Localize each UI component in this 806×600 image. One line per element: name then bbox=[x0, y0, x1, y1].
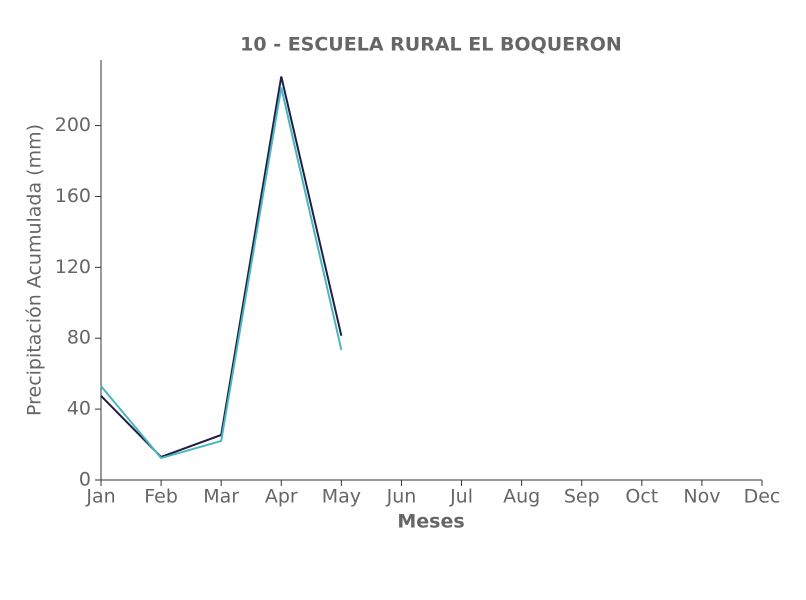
x-tick-label: Aug bbox=[503, 486, 540, 508]
y-tick-label: 80 bbox=[67, 327, 91, 349]
x-tick-label: Jan bbox=[85, 486, 115, 508]
y-tick-label: 40 bbox=[67, 398, 91, 420]
x-tick-label: Dec bbox=[744, 486, 781, 508]
y-tick-label: 160 bbox=[55, 185, 91, 207]
chart-title: 10 - ESCUELA RURAL EL BOQUERON bbox=[240, 34, 622, 56]
x-tick-label: Feb bbox=[144, 486, 178, 508]
y-tick-label: 0 bbox=[79, 469, 91, 491]
x-tick-label: Mar bbox=[203, 486, 239, 508]
x-tick-label: Jul bbox=[449, 486, 473, 508]
x-tick-label: Nov bbox=[683, 486, 720, 508]
x-tick-label: Jun bbox=[386, 486, 417, 508]
x-tick-label: Sep bbox=[564, 486, 600, 508]
y-tick-label: 200 bbox=[55, 114, 91, 136]
y-axis-label: Precipitación Acumulada (mm) bbox=[24, 124, 46, 416]
x-tick-label: Oct bbox=[625, 486, 658, 508]
x-tick-label: Apr bbox=[265, 486, 298, 508]
series-line bbox=[100, 87, 343, 460]
x-tick-label: May bbox=[322, 486, 361, 508]
series-line bbox=[100, 76, 343, 459]
y-tick-label: 120 bbox=[55, 256, 91, 278]
x-axis-label: Meses bbox=[397, 511, 464, 533]
